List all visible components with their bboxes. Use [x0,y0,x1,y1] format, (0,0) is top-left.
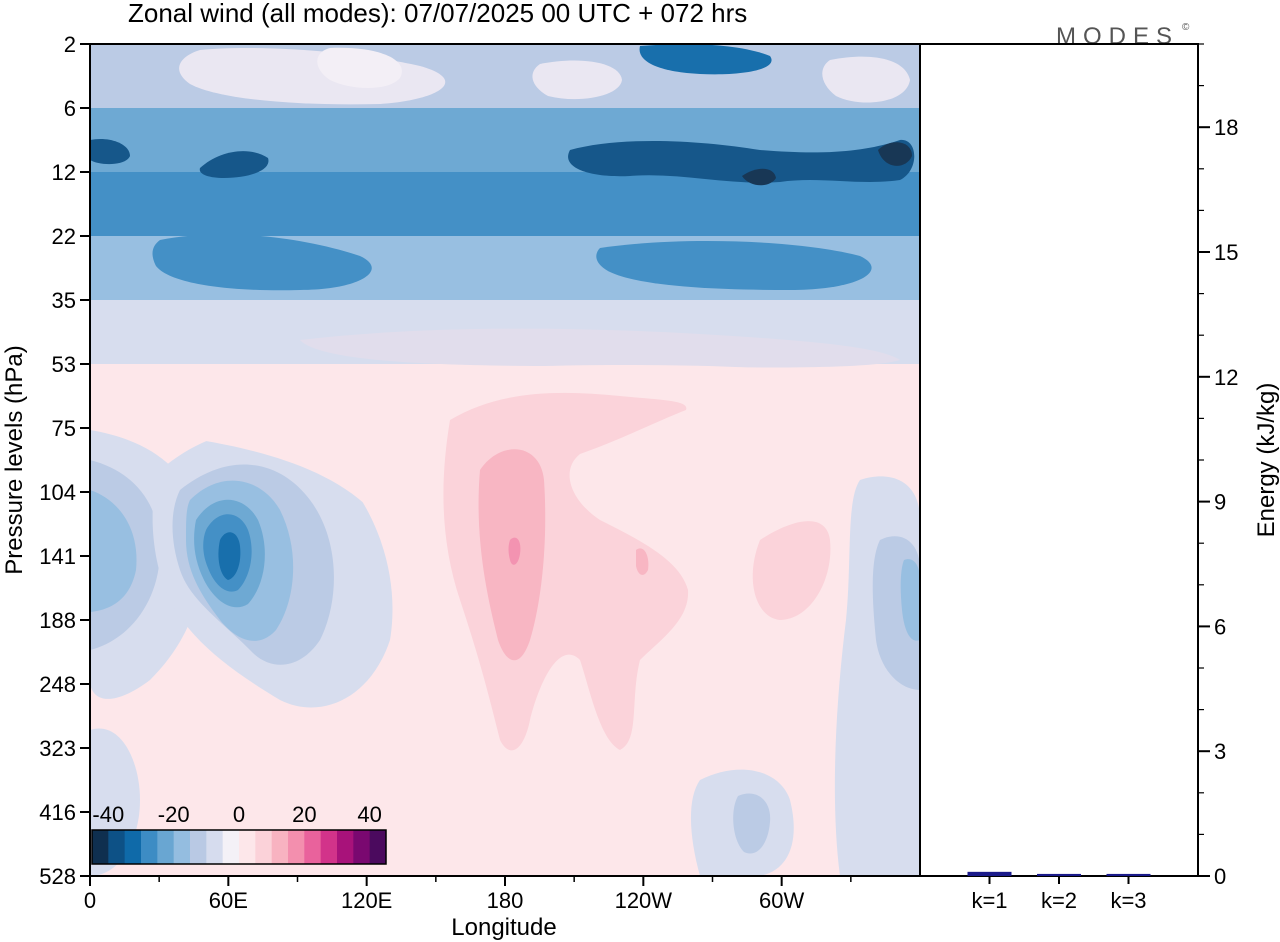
field-feature [596,241,872,290]
colorbar-swatch [239,830,256,864]
field-feature [532,60,622,100]
x-tick-label: 0 [84,888,96,913]
y-tick-label: 22 [52,224,76,249]
field-feature [639,44,772,75]
colorbar-swatch [353,830,371,864]
field-feature [317,47,402,88]
y-tick-label: 75 [52,416,76,441]
colorbar-swatch [255,830,273,864]
x-tick-label: 60E [209,888,248,913]
chart-title: Zonal wind (all modes): 07/07/2025 00 UT… [128,0,747,28]
energy-tick-label: 0 [1214,864,1226,889]
x-tick-label: 60W [759,888,804,913]
colorbar-swatch [369,830,387,864]
energy-bar [1106,873,1151,876]
colorbar-swatch [320,830,338,864]
energy-axis-label: Energy (kJ/kg) [1253,383,1280,538]
longitude-axis: 0 60E 120E 180 120W 60W [84,876,852,913]
field-feature [199,151,269,178]
energy-axis: 0 3 6 9 12 15 18 [1198,43,1238,889]
colorbar-swatch [222,830,240,864]
field-feature [218,532,241,580]
x-axis-label: Longitude [451,914,556,941]
y-tick-label: 2 [64,32,76,57]
colorbar-label: -40 [92,802,124,827]
pressure-axis: 2 6 12 22 35 53 75 104 141 188 248 323 416 528 [39,32,90,889]
energy-tick-label: 9 [1214,490,1226,515]
colorbar-swatch [124,830,142,864]
colorbar-label: 0 [233,802,245,827]
y-tick-label: 141 [39,544,76,569]
colorbar-swatch [190,830,207,864]
energy-tick-label: 18 [1214,115,1238,140]
field-feature [752,521,831,620]
colorbar-swatch [206,830,224,864]
x-tick-label: 120W [615,888,673,913]
field-feature [822,56,910,103]
field-feature [878,142,912,166]
x-tick-label: 120E [341,888,392,913]
field-feature [900,559,920,641]
energy-category-label: k=1 [971,888,1007,913]
energy-frame [919,43,1199,877]
colorbar-swatch [157,830,175,864]
colorbar-label: 20 [292,802,316,827]
y-tick-label: 6 [64,96,76,121]
colorbar-swatch [271,830,289,864]
y-tick-label: 323 [39,736,76,761]
y-axis-label: Pressure levels (hPa) [1,345,28,574]
brand-logo: MODES [1056,23,1179,50]
colorbar-label: 40 [357,802,381,827]
field-feature [508,537,521,565]
energy-bar [967,871,1012,876]
energy-tick-label: 12 [1214,365,1238,390]
colorbar-swatch [108,830,126,864]
heatmap-field [90,44,920,876]
y-tick-label: 12 [52,160,76,185]
energy-tick-label: 3 [1214,739,1226,764]
field-feature [90,490,137,612]
colorbar-swatch [173,830,191,864]
y-tick-label: 248 [39,672,76,697]
field-feature [742,168,776,186]
energy-bar [1037,873,1081,876]
energy-tick-label: 6 [1214,614,1226,639]
y-tick-label: 416 [39,800,76,825]
colorbar-swatch [92,830,109,864]
colorbar-label: -20 [158,802,190,827]
colorbar-swatch [304,830,322,864]
y-tick-label: 188 [39,608,76,633]
heatmap-features [90,44,920,876]
field-feature [636,548,649,575]
y-tick-label: 528 [39,864,76,889]
y-tick-label: 104 [39,480,76,505]
y-tick-label: 35 [52,288,76,313]
energy-tick-label: 15 [1214,240,1238,265]
field-feature [568,139,915,183]
field-feature [152,234,372,291]
colorbar-swatch [141,830,158,864]
field-feature [300,328,900,368]
brand-mark: © [1182,22,1190,33]
field-feature [733,793,771,854]
energy-bars: k=1 k=2 k=3 [967,871,1151,913]
energy-category-label: k=3 [1110,888,1146,913]
energy-category-label: k=2 [1041,888,1077,913]
field-feature [90,138,130,165]
y-tick-label: 53 [52,352,76,377]
x-tick-label: 180 [487,888,524,913]
colorbar: -40 -20 0 20 40 [91,802,387,865]
colorbar-swatch [337,830,354,864]
colorbar-swatch [288,830,305,864]
field-band [90,172,920,236]
colorbar-frame [91,829,387,865]
